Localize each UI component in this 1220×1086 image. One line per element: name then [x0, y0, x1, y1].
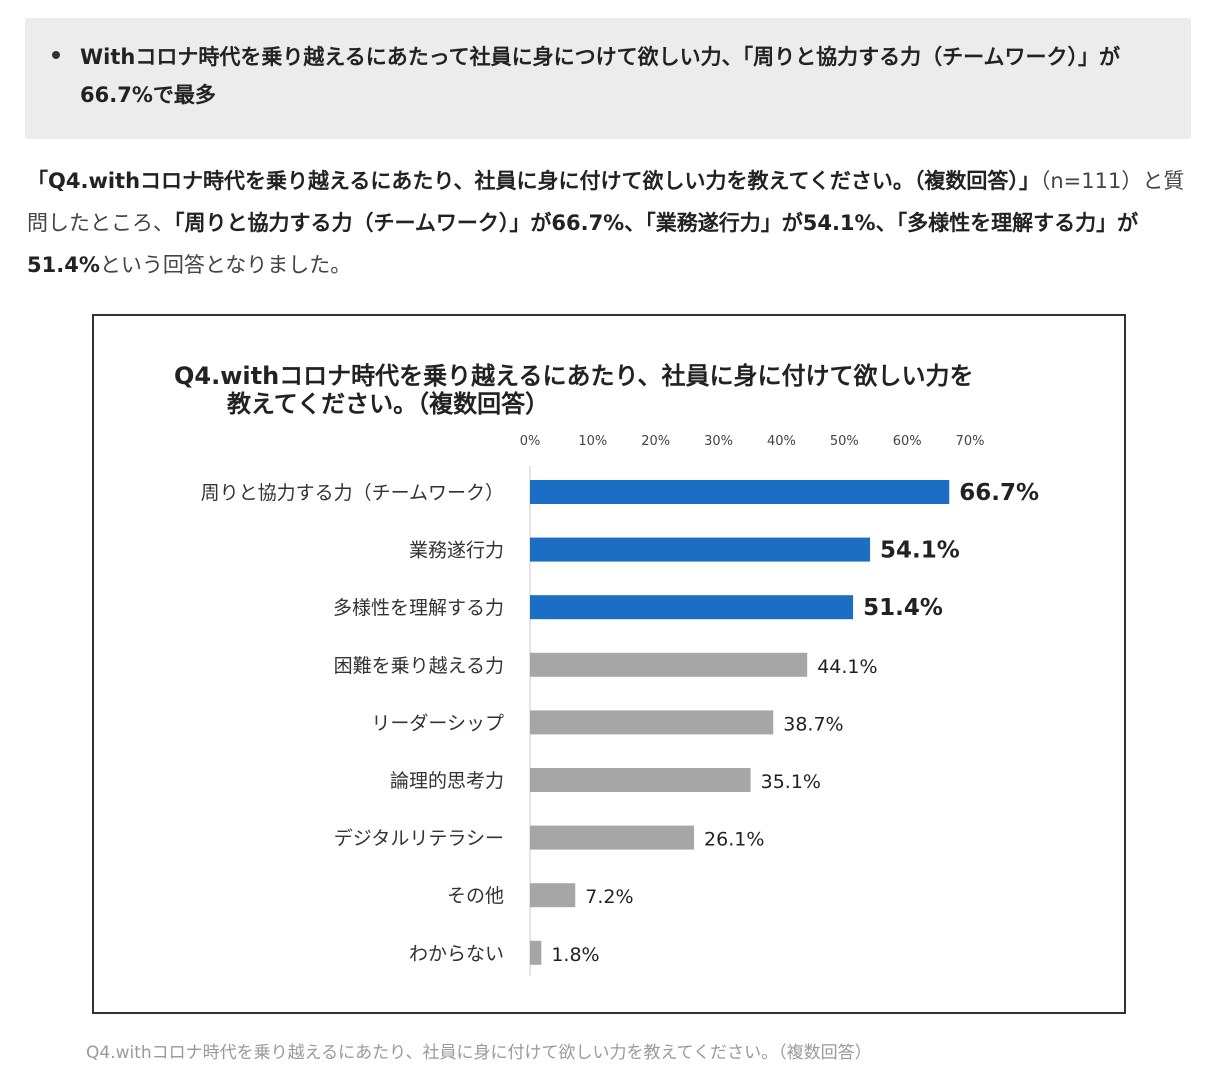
x-tick-label: 70% — [956, 434, 985, 449]
intro-sample: （n=111）と質問したところ、 — [27, 169, 1185, 235]
category-label: 業務遂行力 — [409, 540, 504, 562]
bar — [530, 825, 695, 850]
x-tick-label: 0% — [520, 434, 541, 449]
category-label: その他 — [447, 885, 504, 907]
data-label: 7.2% — [585, 886, 633, 908]
intro-ending: という回答となりました。 — [99, 253, 352, 277]
category-label: リーダーシップ — [371, 712, 504, 734]
data-label: 38.7% — [783, 713, 843, 735]
intro-question: 「Q4.withコロナ時代を乗り越えるにあたり、社員に身に付けて欲しい力を教えて… — [27, 169, 1040, 193]
category-label: 多様性を理解する力 — [333, 597, 504, 619]
bar — [530, 537, 871, 562]
category-label: 論理的思考力 — [390, 770, 504, 792]
category-label: 周りと協力する力（チームワーク） — [201, 482, 504, 504]
x-tick-label: 30% — [704, 434, 733, 449]
bar — [530, 595, 854, 620]
intro-result-1: 「周りと協力する力（チームワーク）」が66.7%、 — [174, 211, 646, 235]
chart-frame: Q4.withコロナ時代を乗り越えるにあたり、社員に身に付けて欲しい力を 教えてく… — [92, 314, 1126, 1014]
data-label: 54.1% — [880, 538, 960, 564]
bullet-dot — [52, 51, 60, 59]
intro-result-2: 「業務遂行力」が54.1%、 — [645, 211, 897, 235]
data-label: 1.8% — [551, 944, 599, 966]
data-label: 66.7% — [959, 480, 1039, 506]
category-label: 困難を乗り越える力 — [334, 655, 504, 677]
data-label: 51.4% — [863, 595, 943, 621]
data-label: 26.1% — [704, 829, 764, 851]
bar-chart: Q4.withコロナ時代を乗り越えるにあたり、社員に身に付けて欲しい力を教えてく… — [174, 362, 1039, 976]
intro-result-3: 「多様性を理解する力」が51.4% — [27, 211, 1139, 277]
chart-title-line: 教えてください。（複数回答） — [227, 390, 549, 418]
summary-box — [25, 18, 1191, 139]
bar — [530, 652, 808, 677]
bar — [530, 940, 542, 965]
category-label: デジタルリテラシー — [334, 828, 504, 850]
x-tick-label: 20% — [641, 434, 670, 449]
summary-text: Withコロナ時代を乗り越えるにあたって社員に身につけて欲しい力、「周りと協力す… — [80, 45, 1121, 107]
chart-title-line: Q4.withコロナ時代を乗り越えるにあたり、社員に身に付けて欲しい力を — [174, 362, 974, 390]
bar — [530, 768, 751, 792]
bar — [530, 480, 950, 504]
intro-paragraph: 「Q4.withコロナ時代を乗り越えるにあたり、社員に身に付けて欲しい力を教えて… — [27, 160, 1197, 286]
bar — [530, 883, 576, 908]
x-tick-label: 50% — [830, 434, 859, 449]
bar — [530, 710, 774, 735]
data-label: 35.1% — [761, 771, 821, 793]
figure-caption: Q4.withコロナ時代を乗り越えるにあたり、社員に身に付けて欲しい力を教えてく… — [86, 1043, 872, 1063]
x-tick-label: 60% — [893, 434, 922, 449]
category-label: わからない — [409, 943, 504, 965]
x-tick-label: 10% — [578, 434, 607, 449]
x-tick-label: 40% — [767, 434, 796, 449]
data-label: 44.1% — [817, 656, 877, 678]
